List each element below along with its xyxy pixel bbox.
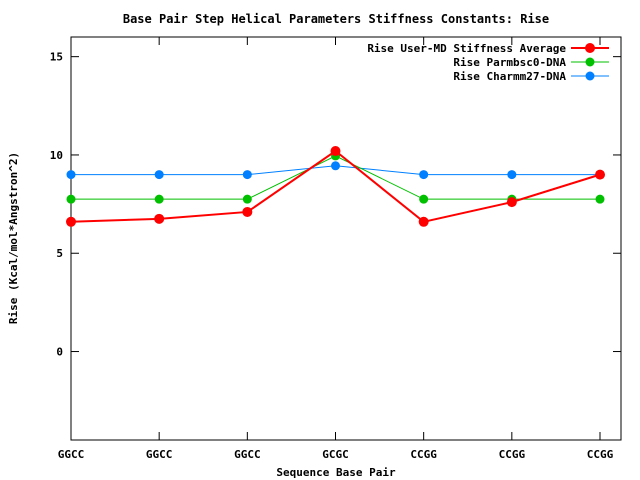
data-point [154,213,165,224]
x-tick-label: GGCC [234,448,261,461]
data-point [595,194,605,204]
x-tick-label: CCGG [410,448,437,461]
series-3 [66,161,605,180]
data-point [331,161,340,171]
y-tick-label: 0 [56,346,63,359]
chart-title: Base Pair Step Helical Parameters Stiffn… [123,12,549,26]
data-point [242,206,253,217]
plot-frame [70,36,622,441]
data-point [242,194,252,204]
data-point [595,169,605,180]
legend-marker [585,43,595,53]
data-point [506,197,517,208]
y-tick-label: 5 [56,247,63,260]
data-point [66,170,76,180]
data-point [418,216,429,227]
x-tick-label: GGCC [58,448,85,461]
y-axis-label: Rise (Kcal/mol*Angstron^2) [7,152,20,324]
x-axis: GGCC GGCC GGCC GCGC CCGG CCGG CCGG [58,37,614,461]
legend-label: Rise User-MD Stiffness Average [367,42,566,55]
x-tick-label: GCGC [322,448,349,461]
x-axis-label: Sequence Base Pair [276,466,396,479]
series-1 [66,146,605,227]
data-point [419,170,429,180]
y-axis: 0 5 10 15 [50,51,621,359]
data-point [419,194,429,204]
legend-marker [585,57,595,67]
series-2 [66,151,605,204]
data-point [242,170,252,180]
x-tick-label: CCGG [587,448,614,461]
legend-label: Rise Charmm27-DNA [453,70,566,83]
data-point [66,216,76,227]
x-tick-label: GGCC [146,448,173,461]
data-point [154,194,164,204]
legend-label: Rise Parmbsc0-DNA [453,56,566,69]
series-layer [66,146,605,227]
legend-marker [585,71,595,81]
x-tick-label: CCGG [499,448,526,461]
y-tick-label: 15 [50,51,63,64]
data-point [154,170,164,180]
data-point [330,146,341,157]
y-tick-label: 10 [50,149,63,162]
data-point [66,194,76,204]
data-point [507,170,517,180]
